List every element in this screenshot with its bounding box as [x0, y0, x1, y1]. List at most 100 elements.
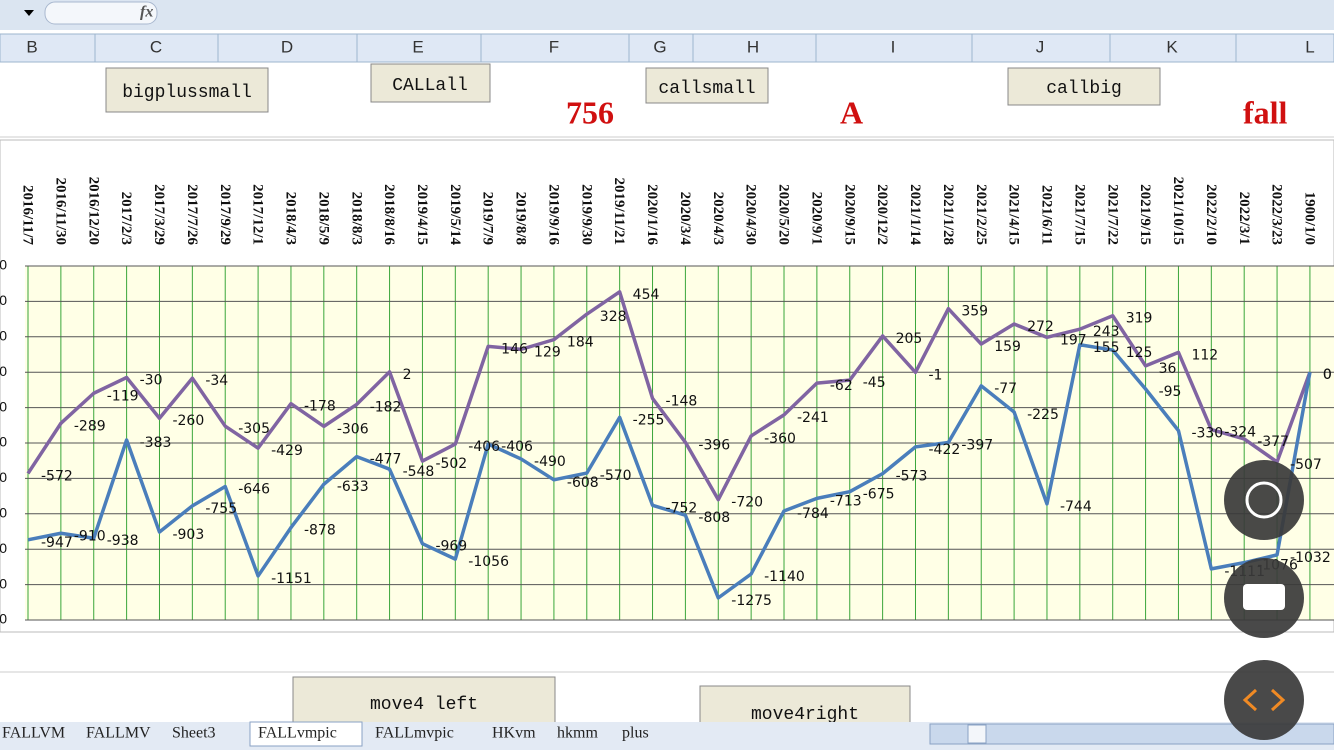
- series-line: [26, 290, 1312, 502]
- data-label: -383: [140, 435, 172, 451]
- data-label: 184: [567, 335, 594, 351]
- button[interactable]: callsmall: [645, 67, 769, 104]
- button[interactable]: move4right: [699, 685, 911, 727]
- y-tick-label: -600: [0, 469, 7, 485]
- button[interactable]: bigplussmall: [105, 67, 269, 113]
- sheet-tab[interactable]: hkmm: [557, 725, 598, 742]
- column-header-row: [0, 33, 1334, 63]
- x-tick-label: 2021/10/15: [1170, 177, 1186, 245]
- data-label: -62: [830, 378, 853, 394]
- button-label[interactable]: callbig: [1046, 79, 1122, 99]
- x-tick-label: 2016/12/20: [85, 177, 101, 245]
- x-tick-label: 2021/6/11: [1039, 185, 1055, 245]
- data-label: -255: [633, 412, 665, 428]
- data-label: -324: [1224, 425, 1256, 441]
- keyboard-icon: [1243, 584, 1285, 610]
- data-label: -784: [797, 506, 829, 522]
- cell-value: 756: [566, 94, 614, 130]
- y-tick-label: -1200: [0, 575, 7, 591]
- data-label: -396: [698, 437, 730, 453]
- x-tick-label: 2020/9/1: [808, 192, 824, 245]
- sheet-tab[interactable]: FALLmvpic: [375, 725, 454, 742]
- data-label: 272: [1027, 319, 1054, 335]
- data-label: -1140: [764, 569, 805, 585]
- sheet-tab[interactable]: FALLVM: [2, 725, 65, 742]
- button-label[interactable]: callsmall: [658, 79, 755, 99]
- data-label: 0: [1323, 367, 1332, 383]
- data-label: 0: [1323, 367, 1332, 383]
- x-tick-label: 2021/1/14: [907, 184, 923, 245]
- button[interactable]: callbig: [1007, 67, 1161, 106]
- data-label: -903: [172, 527, 204, 543]
- data-label: -570: [600, 468, 632, 484]
- x-tick-label: 2019/11/21: [611, 177, 627, 245]
- x-tick-label: 2019/4/15: [414, 184, 430, 245]
- sheet-tab[interactable]: HKvm: [492, 725, 536, 742]
- column-header: D: [281, 37, 293, 56]
- sheet-tab[interactable]: plus: [622, 725, 649, 742]
- x-tick-label: 2020/4/30: [743, 184, 759, 245]
- data-label: -608: [567, 475, 599, 491]
- button-label[interactable]: bigplussmall: [122, 83, 252, 103]
- y-tick-label: -400: [0, 434, 7, 450]
- column-header: K: [1166, 37, 1178, 56]
- x-tick-label: 2019/9/16: [545, 184, 561, 245]
- data-label: -406: [501, 439, 533, 455]
- column-header: J: [1036, 37, 1045, 56]
- sheet-tab[interactable]: Sheet3: [172, 725, 216, 742]
- data-label: 155: [1093, 340, 1120, 356]
- fx-icon[interactable]: fx: [140, 4, 153, 21]
- x-tick-label: 2019/8/8: [513, 192, 529, 245]
- sheet-tab[interactable]: FALLvmpic: [258, 725, 337, 742]
- data-label: -289: [74, 418, 106, 434]
- data-label: -182: [370, 399, 402, 415]
- data-label: -1: [928, 367, 942, 383]
- x-tick-label: 2020/1/16: [644, 184, 660, 245]
- column-header: E: [412, 37, 423, 56]
- data-label: -406: [468, 439, 500, 455]
- data-label: -1275: [731, 593, 772, 609]
- x-tick-label: 2017/3/29: [151, 184, 167, 245]
- code-icon: [1242, 688, 1258, 712]
- x-tick-label: 2020/12/2: [874, 184, 890, 245]
- button[interactable]: move4 left: [292, 676, 556, 724]
- data-label: 319: [1126, 311, 1153, 327]
- button-label[interactable]: move4 left: [370, 695, 478, 715]
- data-label: 197: [1060, 332, 1087, 348]
- x-tick-label: 2018/8/3: [348, 192, 364, 245]
- overlay-record-button[interactable]: [1224, 460, 1304, 540]
- button[interactable]: CALLall: [370, 63, 491, 103]
- data-label: -878: [304, 523, 336, 539]
- overlay-code-button[interactable]: [1224, 660, 1304, 740]
- data-label: -572: [41, 468, 73, 484]
- column-header: B: [26, 37, 37, 56]
- data-label: -422: [928, 442, 960, 458]
- data-label: -744: [1060, 499, 1092, 515]
- active-tab: [249, 721, 363, 747]
- data-label: -938: [107, 533, 139, 549]
- x-tick-label: 2021/7/22: [1104, 184, 1120, 245]
- x-tick-label: 2018/4/3: [283, 192, 299, 245]
- data-label: -305: [238, 421, 270, 437]
- data-label: -633: [337, 479, 369, 495]
- x-tick-label: 2021/1/28: [940, 184, 956, 245]
- series-line: [27, 343, 1312, 600]
- x-tick-label: 2020/4/3: [710, 192, 726, 245]
- data-label: 205: [896, 331, 923, 347]
- x-tick-label: 2018/5/9: [315, 192, 331, 245]
- name-box-arrow[interactable]: [24, 10, 34, 16]
- data-label: 36: [1159, 361, 1177, 377]
- scroll-thumb[interactable]: [967, 724, 987, 744]
- y-tick-label: 0: [0, 363, 7, 379]
- x-tick-label: 2020/5/20: [776, 184, 792, 245]
- x-tick-label: 2021/9/15: [1137, 184, 1153, 245]
- button-label[interactable]: move4right: [751, 705, 859, 725]
- data-label: -720: [731, 495, 763, 511]
- data-label: -178: [304, 399, 336, 415]
- data-label: -808: [698, 510, 730, 526]
- horizontal-scrollbar[interactable]: [929, 723, 1334, 745]
- button-label[interactable]: CALLall: [392, 76, 468, 96]
- sheet-tab[interactable]: FALLMV: [86, 725, 151, 742]
- column-header: F: [549, 37, 559, 56]
